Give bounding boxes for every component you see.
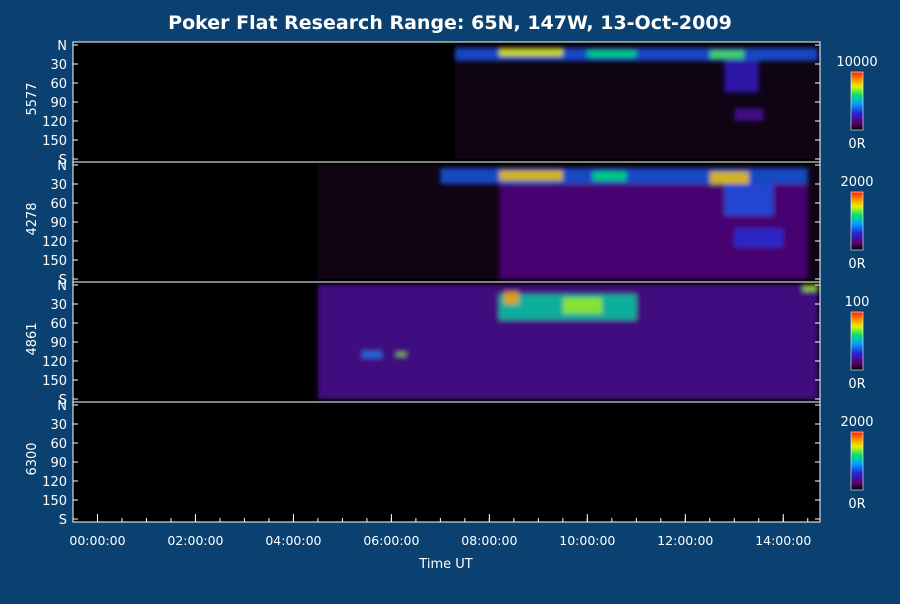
panel-background — [73, 402, 820, 522]
y-tick-label: 90 — [50, 456, 67, 471]
y-tick-label: 60 — [50, 317, 67, 332]
x-tick-label: 04:00:00 — [265, 533, 321, 548]
intensity-layer — [317, 285, 818, 399]
y-tick-label: 90 — [50, 96, 67, 111]
colorbar-min-label: 0R — [848, 497, 865, 512]
colorbar — [850, 311, 864, 371]
intensity-region — [734, 228, 784, 248]
x-axis: 00:00:00 02:00:00 04:00:00 06:00:00 08:00:00… — [69, 514, 811, 548]
y-tick-label: S — [59, 153, 67, 168]
intensity-layer — [455, 48, 818, 121]
x-tick-label: 14:00:00 — [755, 533, 811, 548]
intensity-region — [724, 60, 759, 93]
y-tick-label: 30 — [50, 58, 67, 73]
y-tick-label: 60 — [50, 77, 67, 92]
panel-5577: N 30 60 90 120 150 S 5577 10000 0R — [25, 39, 878, 168]
intensity-region — [802, 285, 818, 292]
y-tick-label: 30 — [50, 178, 67, 193]
intensity-region — [504, 291, 519, 304]
y-tick-label: 150 — [42, 254, 67, 269]
chart-title: Poker Flat Research Range: 65N, 147W, 13… — [168, 12, 732, 34]
x-tick-label: 02:00:00 — [167, 533, 223, 548]
colorbar-max-label: 2000 — [840, 175, 873, 190]
intensity-region — [734, 108, 764, 121]
intensity-region — [587, 50, 637, 58]
y-tick-label: 150 — [42, 134, 67, 149]
intensity-region — [724, 184, 774, 216]
y-tick-label: 150 — [42, 494, 67, 509]
intensity-region — [499, 170, 563, 181]
panels: N 30 60 90 120 150 S 5577 10000 0R N 30 60 90 120 150 S 4… — [25, 39, 878, 528]
panel-4278: N 30 60 90 120 150 S 4278 2000 0R — [25, 159, 874, 288]
y-tick-label: 120 — [42, 355, 67, 370]
colorbar — [850, 191, 864, 251]
y-tick-label: 120 — [42, 475, 67, 490]
colorbar — [850, 431, 864, 491]
colorbar-min-label: 0R — [848, 137, 865, 152]
x-tick-label: 12:00:00 — [657, 533, 713, 548]
x-tick-label: 10:00:00 — [559, 533, 615, 548]
y-tick-label: N — [57, 39, 67, 54]
y-tick-label: 90 — [50, 216, 67, 231]
intensity-region — [499, 48, 563, 57]
y-tick-label: N — [57, 159, 67, 174]
panel-label: 5577 — [25, 82, 40, 115]
data-region — [455, 45, 820, 159]
intensity-region — [562, 297, 603, 314]
colorbar-max-label: 100 — [845, 295, 870, 310]
intensity-region — [709, 171, 749, 184]
y-tick-label: 120 — [42, 235, 67, 250]
panel-4861: N 30 60 90 120 150 S 4861 100 0R — [25, 279, 869, 408]
intensity-region — [709, 50, 745, 59]
x-tick-label: 00:00:00 — [69, 533, 125, 548]
colorbar-max-label: 2000 — [840, 415, 873, 430]
y-tick-label: N — [57, 399, 67, 414]
x-tick-label: 08:00:00 — [461, 533, 517, 548]
panel-label: 6300 — [25, 442, 40, 475]
panel-6300: N 30 60 90 120 150 S 6300 2000 0R — [25, 399, 874, 528]
y-tick-label: 30 — [50, 298, 67, 313]
intensity-layer — [440, 168, 808, 279]
panel-label: 4278 — [25, 202, 40, 235]
colorbar — [850, 71, 864, 131]
x-tick-label: 06:00:00 — [363, 533, 419, 548]
y-tick-label: 60 — [50, 197, 67, 212]
y-tick-label: 120 — [42, 115, 67, 130]
y-tick-label: 30 — [50, 418, 67, 433]
intensity-region — [362, 351, 382, 358]
intensity-region — [592, 171, 627, 181]
y-tick-label: 60 — [50, 437, 67, 452]
y-tick-label: N — [57, 279, 67, 294]
colorbar-min-label: 0R — [848, 257, 865, 272]
y-tick-label: S — [59, 273, 67, 288]
x-axis-label: Time UT — [418, 557, 472, 572]
intensity-region — [396, 352, 407, 356]
y-tick-label: 150 — [42, 374, 67, 389]
y-tick-label: S — [59, 513, 67, 528]
panel-label: 4861 — [25, 322, 40, 355]
colorbar-min-label: 0R — [848, 377, 865, 392]
colorbar-max-label: 10000 — [836, 55, 877, 70]
y-tick-label: 90 — [50, 336, 67, 351]
y-tick-label: S — [59, 393, 67, 408]
